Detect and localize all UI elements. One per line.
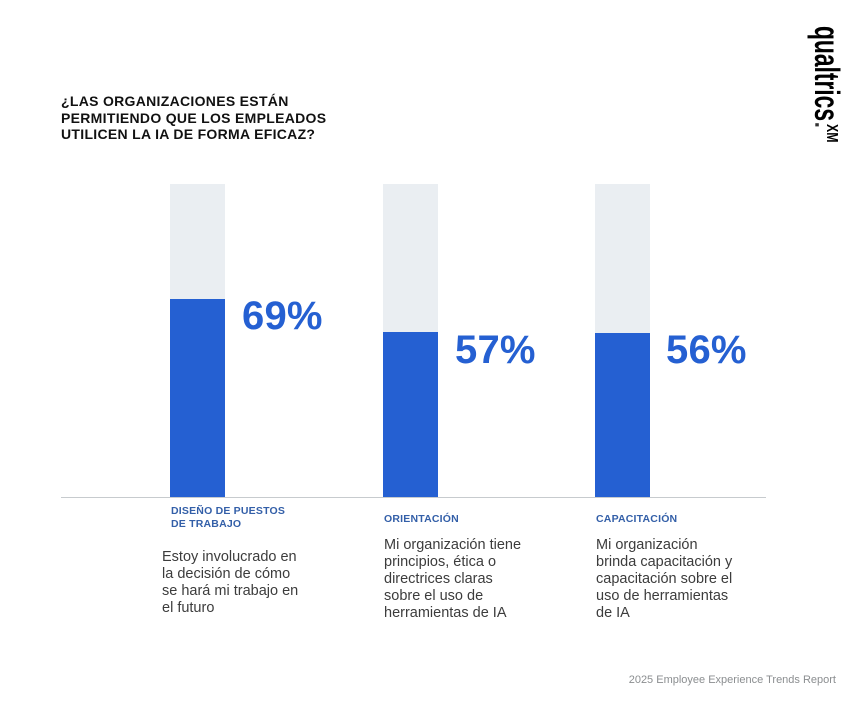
svg-text:qualtrics: qualtrics [807,26,846,121]
svg-text:XM: XM [823,124,840,143]
